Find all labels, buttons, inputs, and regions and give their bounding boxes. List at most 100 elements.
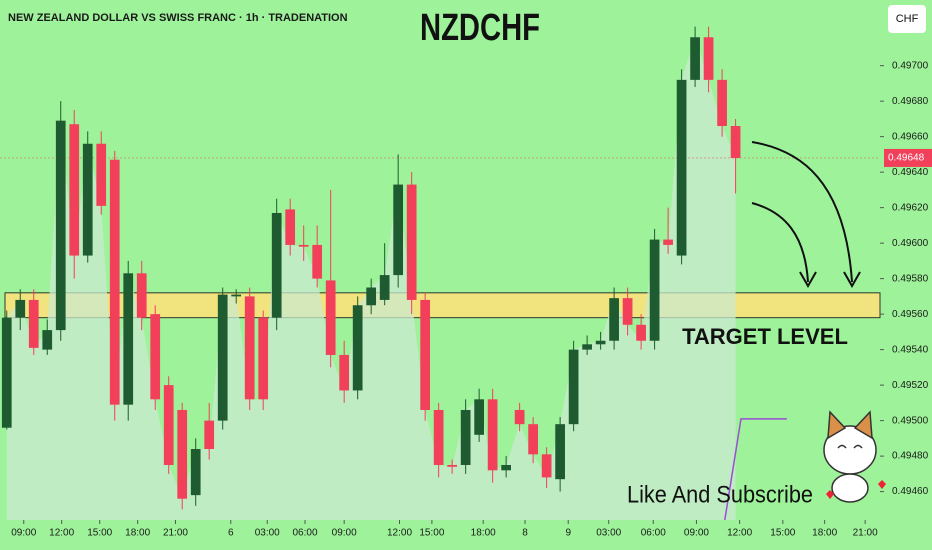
candle-body — [217, 294, 228, 421]
arrow — [751, 202, 809, 283]
indicator-line — [724, 418, 787, 521]
x-tick-label: 09:00 — [11, 528, 36, 539]
y-tick-label: 0.49500 — [892, 415, 929, 426]
y-tick-label: 0.49520 — [892, 380, 929, 391]
candle-body — [231, 294, 242, 297]
candle-body — [244, 296, 255, 400]
candle-body — [676, 79, 687, 256]
candle-body — [123, 273, 134, 405]
candle-body — [717, 79, 727, 127]
candle-body — [366, 287, 377, 306]
candle-body — [406, 184, 417, 300]
current-price-tag — [884, 148, 932, 167]
candle-body — [393, 184, 404, 276]
currency-button-bg[interactable] — [888, 5, 926, 33]
candle-body — [420, 299, 431, 410]
chart-title: NZDCHF — [420, 7, 540, 49]
candle-body — [136, 273, 147, 318]
candle-body — [325, 280, 336, 355]
x-tick-label: 21:00 — [163, 528, 188, 539]
candle-body — [541, 454, 552, 478]
candle-body — [474, 399, 484, 435]
close-area — [6, 37, 736, 521]
y-tick-label: 0.49700 — [892, 60, 929, 71]
y-tick-label: 0.49680 — [892, 96, 929, 107]
candle-body — [636, 324, 646, 341]
x-tick-label: 09:00 — [684, 528, 709, 539]
candle-body — [433, 409, 444, 465]
candle-body — [163, 385, 174, 465]
x-tick-label: 6 — [228, 528, 234, 539]
y-tick-label: 0.49660 — [892, 131, 929, 142]
x-tick-label: 21:00 — [853, 528, 878, 539]
x-tick-label: 09:00 — [332, 528, 357, 539]
y-tick-label: 0.49640 — [892, 167, 929, 178]
candle-body — [568, 349, 579, 425]
candle-body — [609, 298, 619, 341]
candle-body — [460, 409, 471, 465]
y-tick-label: 0.49540 — [892, 344, 929, 355]
x-tick-label: 03:00 — [596, 528, 621, 539]
candle-body — [649, 239, 660, 341]
x-tick-label: 15:00 — [419, 528, 444, 539]
candle-body — [514, 409, 525, 425]
candle-body — [501, 464, 511, 471]
candle-body — [271, 212, 282, 318]
candle-body — [69, 124, 80, 256]
y-tick-label: 0.49460 — [892, 486, 929, 497]
y-tick-label: 0.49480 — [892, 451, 929, 462]
arrow-head — [799, 271, 817, 289]
arrow — [751, 141, 853, 283]
candle-body — [690, 37, 700, 80]
candle-body — [663, 239, 673, 245]
candle-body — [703, 37, 714, 80]
candle-body — [285, 209, 296, 245]
x-tick-label: 15:00 — [87, 528, 112, 539]
candle-body — [1, 317, 12, 428]
candle-body — [55, 120, 66, 331]
candle-body — [622, 298, 633, 325]
candle-body — [555, 424, 565, 480]
x-tick-label: 06:00 — [293, 528, 318, 539]
candle-body — [595, 340, 606, 345]
x-tick-label: 18:00 — [812, 528, 837, 539]
candle-body — [150, 314, 161, 400]
candle-body — [204, 420, 215, 450]
x-tick-label: 18:00 — [471, 528, 496, 539]
candle-body — [447, 464, 458, 467]
footer-text: Like And Subscribe — [627, 481, 813, 508]
candle-body — [298, 244, 309, 247]
x-tick-label: 12:00 — [49, 528, 74, 539]
candle-body — [528, 424, 538, 455]
candle-body — [352, 305, 363, 391]
candle-body — [109, 159, 120, 405]
cat-sticker — [823, 410, 886, 503]
y-tick-label: 0.49600 — [892, 238, 929, 249]
currency-button[interactable]: CHF — [896, 13, 919, 25]
y-tick-label: 0.49560 — [892, 309, 929, 320]
candle-body — [582, 344, 592, 350]
chart-subtitle: NEW ZEALAND DOLLAR VS SWISS FRANC · 1h ·… — [8, 12, 348, 24]
candle-body — [42, 330, 53, 350]
x-tick-label: 18:00 — [125, 528, 150, 539]
candle-body — [28, 299, 39, 348]
candle-body — [730, 126, 741, 158]
candle-body — [487, 399, 498, 471]
x-tick-label: 8 — [522, 528, 528, 539]
candle-body — [15, 299, 26, 318]
y-tick-label: 0.49580 — [892, 273, 929, 284]
candle-body — [96, 143, 107, 206]
y-tick-label: 0.49620 — [892, 202, 929, 213]
candle-body — [177, 409, 188, 499]
candle-body — [82, 143, 93, 256]
arrow-head — [843, 271, 861, 289]
candle-body — [258, 317, 269, 400]
x-tick-label: 03:00 — [255, 528, 280, 539]
candle-body — [379, 275, 390, 300]
x-tick-label: 12:00 — [727, 528, 752, 539]
x-tick-label: 06:00 — [641, 528, 666, 539]
current-price-label: 0.49648 — [888, 153, 925, 164]
x-tick-label: 12:00 — [387, 528, 412, 539]
target-label: TARGET LEVEL — [682, 324, 848, 349]
